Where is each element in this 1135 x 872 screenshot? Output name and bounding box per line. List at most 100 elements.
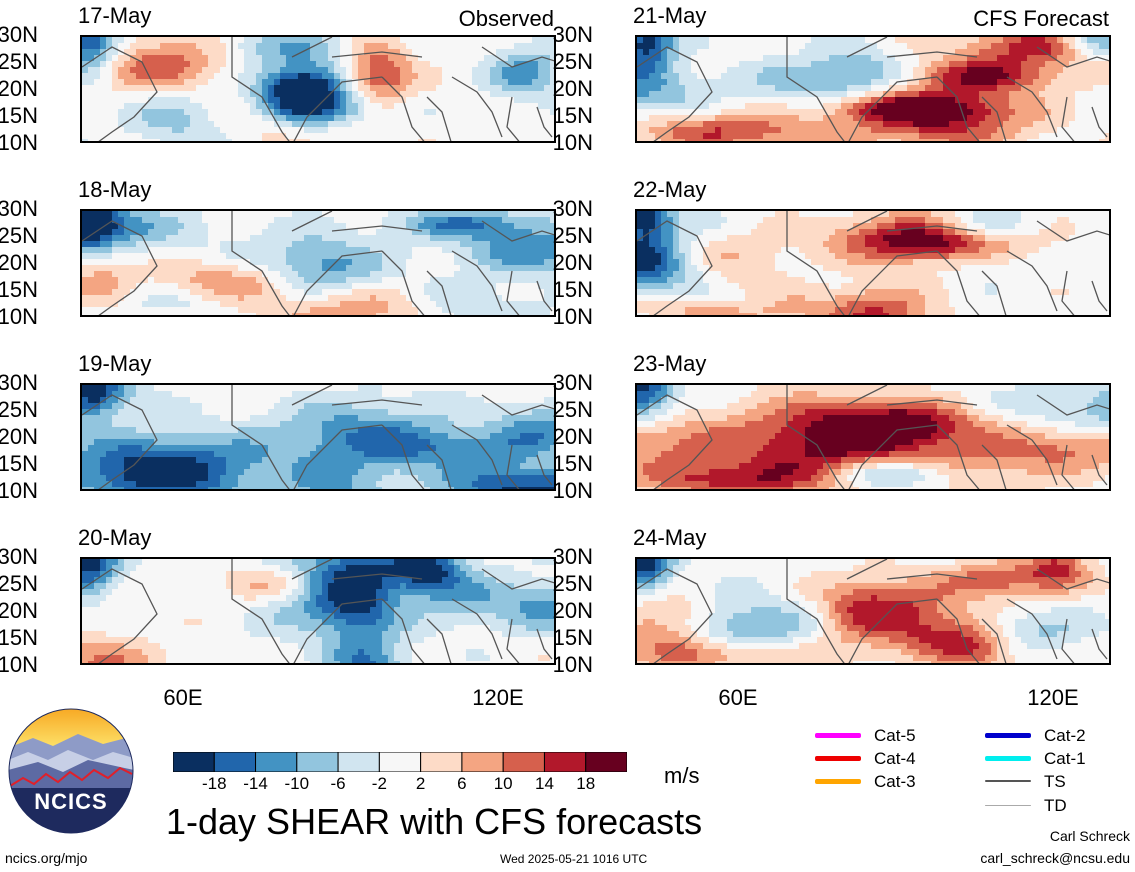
colorbar-tick-label: -2 [371, 774, 387, 793]
lat-label-30n: 30N [0, 196, 38, 221]
lat-label-10n: 10N [552, 304, 593, 329]
colorbar-tick-label: 18 [576, 774, 596, 793]
lon-label-60e-left: 60E [163, 685, 203, 710]
logo-text: NCICS [34, 789, 108, 814]
coastlines [82, 211, 554, 315]
colorbar-swatch [337, 751, 380, 773]
colorbar-swatch [378, 751, 422, 773]
lat-label-10n: 10N [552, 478, 593, 503]
lat-label-20n: 20N [0, 250, 38, 275]
lat-label-20n: 20N [552, 250, 593, 275]
coastlines [637, 385, 1109, 489]
panel-date-17-may: 17-May [78, 3, 152, 28]
panel-date-24-may: 24-May [633, 525, 707, 550]
colorbar-swatch [543, 751, 587, 773]
panel-source-label: Observed [458, 6, 554, 31]
lat-label-20n: 20N [552, 424, 593, 449]
map-panel-23-may [635, 383, 1111, 491]
colorbar-tick-label: -18 [201, 774, 227, 793]
panel-date-21-may: 21-May [633, 3, 707, 28]
lat-label-10n: 10N [0, 652, 38, 677]
figure-title: 1-day SHEAR with CFS forecasts [166, 801, 703, 842]
coastlines [637, 37, 1109, 141]
legend-line-cat-3 [815, 778, 861, 784]
coastlines [82, 385, 554, 489]
legend-line-td [985, 804, 1031, 806]
footer-author: Carl Schreck [1049, 828, 1130, 844]
footer-email: carl_schreck@ncsu.edu [980, 850, 1130, 866]
ncics-logo-icon [8, 708, 134, 834]
shear-field [637, 559, 1109, 663]
map-panel-17-may [80, 35, 556, 143]
lat-label-15n: 15N [0, 625, 38, 650]
legend-label-cat-3: Cat-3 [874, 772, 916, 791]
lat-label-15n: 15N [552, 103, 593, 128]
lat-label-30n: 30N [552, 544, 593, 569]
shear-field [82, 211, 554, 315]
colorbar-swatch [255, 751, 298, 773]
ncics-logo: NCICS [8, 708, 134, 834]
legend-label-cat-4: Cat-4 [874, 749, 916, 768]
lat-label-30n: 30N [0, 22, 38, 47]
lat-label-30n: 30N [552, 196, 593, 221]
lat-label-30n: 30N [552, 22, 593, 47]
legend-line-cat-4 [815, 755, 861, 761]
colorbar-tick-label: -6 [330, 774, 346, 793]
map-panel-18-may [80, 209, 556, 317]
colorbar-tick-label: 14 [534, 774, 554, 793]
colorbar-swatch [502, 751, 545, 773]
colorbar-swatch [172, 751, 215, 773]
lat-label-25n: 25N [552, 571, 593, 596]
legend-line-cat-5 [815, 732, 861, 738]
footer-website: ncics.org/mjo [5, 850, 88, 866]
lat-label-15n: 15N [0, 277, 38, 302]
colorbar-swatch [420, 751, 463, 773]
lat-label-10n: 10N [0, 130, 38, 155]
colorbar [172, 751, 628, 773]
lat-label-20n: 20N [0, 424, 38, 449]
lat-label-20n: 20N [552, 598, 593, 623]
lon-label-120e-left: 120E [472, 685, 524, 710]
legend-line-cat-2 [985, 732, 1031, 738]
lat-label-15n: 15N [0, 451, 38, 476]
colorbar-tick-label: 6 [457, 774, 467, 793]
colorbar-tick-label: 2 [415, 774, 426, 793]
shear-field [82, 385, 554, 489]
lat-label-10n: 10N [552, 130, 593, 155]
colorbar-unit: m/s [664, 763, 700, 788]
panel-date-22-may: 22-May [633, 177, 707, 202]
lat-label-25n: 25N [0, 571, 38, 596]
panel-date-19-may: 19-May [78, 351, 152, 376]
shear-field [637, 385, 1109, 489]
shear-field [637, 211, 1109, 315]
colorbar-tick-label: -14 [243, 774, 268, 793]
colorbar-tick-label: -10 [284, 774, 310, 793]
footer-timestamp: Wed 2025-05-21 1016 UTC [500, 852, 648, 866]
lat-label-20n: 20N [552, 76, 593, 101]
colorbar-swatch [213, 751, 257, 773]
lat-label-10n: 10N [0, 478, 38, 503]
lat-label-20n: 20N [0, 76, 38, 101]
lat-label-15n: 15N [552, 277, 593, 302]
lat-label-30n: 30N [0, 370, 38, 395]
colorbar-swatch [461, 751, 504, 773]
legend-label-cat-1: Cat-1 [1044, 749, 1086, 768]
map-panel-24-may [635, 557, 1111, 665]
map-panel-21-may [635, 35, 1111, 143]
panel-date-18-may: 18-May [78, 177, 152, 202]
lon-label-60e-right: 60E [718, 685, 758, 710]
map-panel-19-may [80, 383, 556, 491]
panel-date-23-may: 23-May [633, 351, 707, 376]
legend-line-cat-1 [985, 755, 1031, 761]
legend-label-td: TD [1044, 796, 1067, 815]
lat-label-10n: 10N [0, 304, 38, 329]
lat-label-25n: 25N [0, 223, 38, 248]
colorbar-swatches [172, 751, 628, 773]
lat-label-15n: 15N [0, 103, 38, 128]
lat-label-20n: 20N [0, 598, 38, 623]
lat-label-25n: 25N [552, 397, 593, 422]
map-panel-20-may [80, 557, 556, 665]
lat-label-25n: 25N [0, 397, 38, 422]
lat-label-15n: 15N [552, 451, 593, 476]
lon-label-120e-right: 120E [1027, 685, 1079, 710]
